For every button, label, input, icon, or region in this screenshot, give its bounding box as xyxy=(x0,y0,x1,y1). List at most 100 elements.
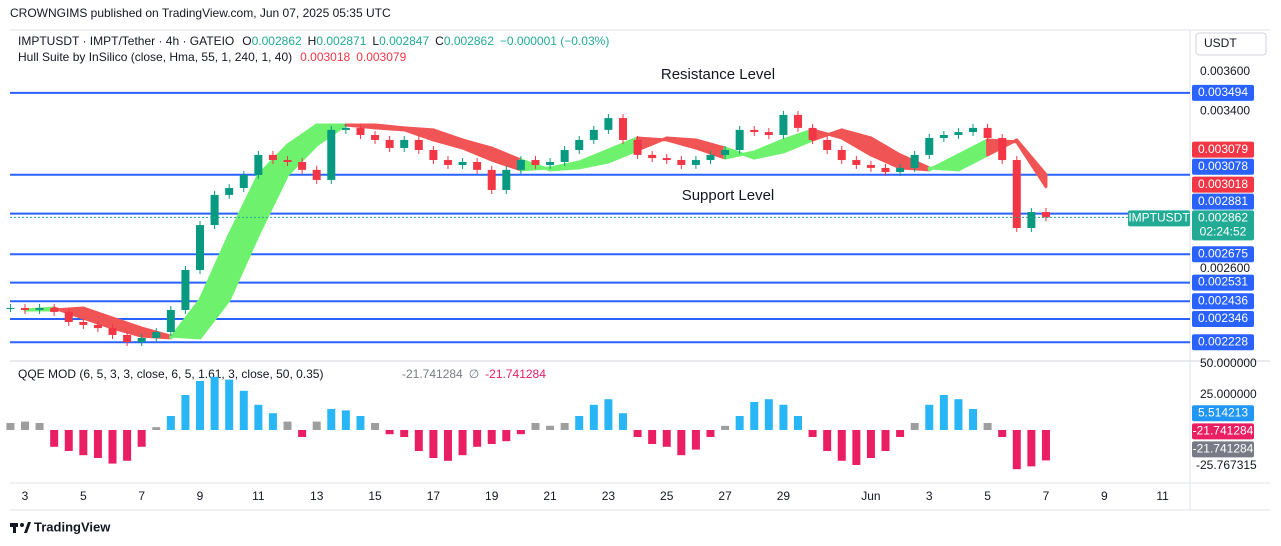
qqe-bar xyxy=(998,429,1007,437)
tag-box xyxy=(1192,84,1254,101)
qqe-bar xyxy=(677,429,686,456)
time-tick-label: 9 xyxy=(1101,489,1108,503)
qqe-bar xyxy=(750,401,759,430)
candle-body xyxy=(429,149,438,161)
candle-body xyxy=(254,154,263,176)
qqe-bar xyxy=(50,429,59,447)
qqe-bar xyxy=(254,404,263,430)
qqe-bar xyxy=(706,429,715,437)
qqe-bar xyxy=(502,429,511,442)
candle-body xyxy=(239,175,248,189)
time-tick-label: 9 xyxy=(197,489,204,503)
qqe-bar xyxy=(866,429,875,458)
time-tick-label: 3 xyxy=(22,489,29,503)
candle-body xyxy=(618,118,627,140)
qqe-value: -21.741284 xyxy=(402,367,463,381)
candle-body xyxy=(823,139,832,150)
tag-box xyxy=(1192,405,1254,422)
candle-body xyxy=(691,160,700,165)
tag-label: 0.002675 xyxy=(1198,246,1248,260)
time-tick-label: 3 xyxy=(926,489,933,503)
tag-box xyxy=(1192,141,1254,158)
qqe-bar xyxy=(196,380,205,430)
qqe-tick-label: -25.767315 xyxy=(1196,458,1257,472)
candle-body xyxy=(837,149,846,161)
qqe-bar xyxy=(648,429,657,444)
symbol-legend: IMPTUSDT · IMPT/Tether · 4h · GATEIO O0.0… xyxy=(18,34,609,48)
qqe-bar xyxy=(575,415,584,430)
qqe-bar xyxy=(779,404,788,430)
candle-body xyxy=(93,324,102,329)
candle-body xyxy=(356,127,365,136)
candle-body xyxy=(341,127,350,130)
countdown: 02:24:52 xyxy=(1200,225,1247,239)
qqe-bar xyxy=(794,415,803,430)
candle-body xyxy=(779,114,788,136)
brand: TradingView xyxy=(10,519,111,534)
time-tick-label: 23 xyxy=(602,489,616,503)
qqe-bar xyxy=(443,429,452,461)
tag-label: -21.741284 xyxy=(1193,424,1254,438)
candle-body xyxy=(385,139,394,149)
hull-tag: 0.003079 xyxy=(1192,141,1254,158)
time-tick-label: 27 xyxy=(718,489,732,503)
time-tick-label: 11 xyxy=(1156,489,1169,503)
tag-box xyxy=(1192,210,1254,241)
candle-body xyxy=(516,160,525,170)
brand-icon xyxy=(20,523,24,527)
price-tick-label: 0.002600 xyxy=(1200,261,1250,275)
candle-body xyxy=(268,154,277,161)
qqe-bar xyxy=(298,429,307,437)
qqe-bar xyxy=(823,429,832,451)
candle-body xyxy=(225,188,234,195)
candle-body xyxy=(575,139,584,150)
tag-label: 0.002436 xyxy=(1198,293,1248,307)
candle-body xyxy=(35,307,44,310)
tag-box xyxy=(1192,176,1254,193)
level-tag: 0.002436 xyxy=(1192,293,1254,310)
qqe-bar xyxy=(837,429,846,461)
candle-body xyxy=(735,129,744,150)
qqe-bar xyxy=(166,415,175,430)
candle-body xyxy=(298,162,307,170)
candle-body xyxy=(210,194,219,226)
qqe-bar xyxy=(312,421,321,430)
time-tick-label: 7 xyxy=(138,489,145,503)
candle-body xyxy=(969,127,978,133)
candle-body xyxy=(794,114,803,128)
qqe-bar xyxy=(633,429,642,437)
ohlc-label: L xyxy=(372,34,379,48)
qqe-bar xyxy=(487,429,496,444)
candle-body xyxy=(896,167,905,173)
qqe-tag: 5.514213 xyxy=(1192,405,1254,422)
tag-box xyxy=(1192,441,1254,458)
qqe-bar xyxy=(385,429,394,435)
time-tick-label: Jun xyxy=(861,489,880,503)
qqe-bar xyxy=(6,422,15,430)
hull-band xyxy=(1015,138,1048,189)
candle-body xyxy=(998,137,1007,161)
unit-box[interactable] xyxy=(1195,32,1267,56)
candle-body xyxy=(312,169,321,180)
candle-body xyxy=(560,149,569,162)
qqe-tick-label: 50.000000 xyxy=(1200,356,1257,370)
qqe-bar xyxy=(283,421,292,430)
qqe-bar xyxy=(400,429,409,437)
tag-label: 0.002881 xyxy=(1198,194,1248,208)
candle-body xyxy=(983,127,992,138)
symbol-title: IMPTUSDT · IMPT/Tether · 4h · GATEIO xyxy=(18,34,234,48)
qqe-bar xyxy=(939,394,948,430)
qqe-bar xyxy=(969,408,978,430)
support-label: Support Level xyxy=(682,187,775,204)
tag-box xyxy=(1192,293,1254,310)
tag-label: 0.003494 xyxy=(1198,85,1248,99)
qqe-bar xyxy=(64,429,73,451)
level-tag: 0.002228 xyxy=(1192,334,1254,351)
qqe-value: -21.741284 xyxy=(485,367,546,381)
qqe-bar xyxy=(341,410,350,430)
candle-body xyxy=(808,127,817,140)
qqe-bar xyxy=(1041,429,1050,461)
qqe-bar xyxy=(560,422,569,430)
qqe-bar xyxy=(123,429,132,461)
